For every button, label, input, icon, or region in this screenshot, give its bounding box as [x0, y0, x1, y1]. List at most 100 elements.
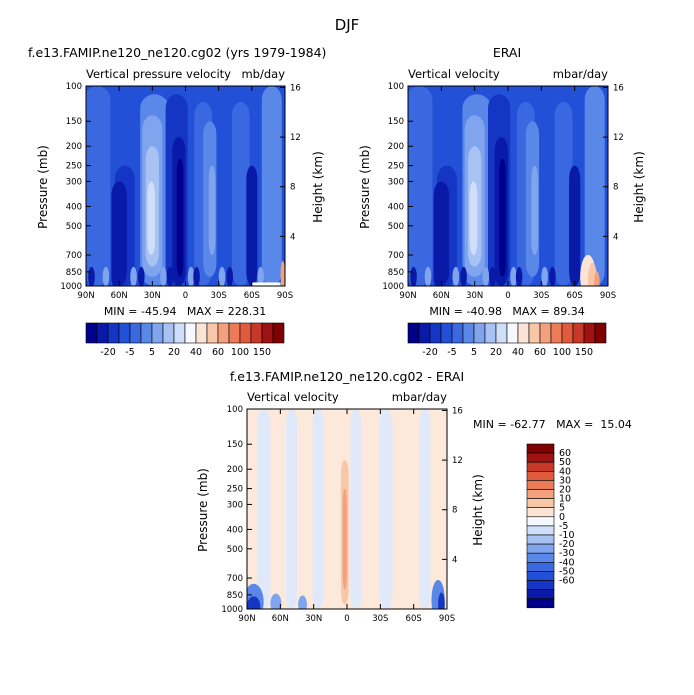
- colorbar-box: [526, 561, 555, 572]
- y-tick-label: 850: [66, 268, 82, 278]
- colorbar-label: 100: [553, 347, 571, 358]
- y-tick-label: 200: [66, 142, 82, 152]
- panel-model-colorbar: -20 -5 5 20 40 60 100 150: [85, 322, 285, 358]
- colorbar-label: 5: [471, 347, 477, 358]
- x-tick-label: 90N: [399, 291, 416, 301]
- field-surface-cell: [166, 266, 174, 286]
- panel-obs-subtitle-left: Vertical velocity: [408, 67, 500, 81]
- x-tick-label: 90S: [439, 614, 455, 624]
- field-surface-cell: [160, 266, 167, 286]
- field-surface-cell: [452, 266, 460, 286]
- field-surface-cell: [541, 266, 548, 286]
- y-tick-label: 250: [227, 485, 243, 495]
- x-tick-label: 60N: [272, 614, 289, 624]
- x-tick-label: 90N: [77, 291, 94, 301]
- colorbar-label: -20: [559, 539, 575, 550]
- panel-model: f.e13.FAMIP.ne120_ne120.cg02 (yrs 1979-1…: [28, 45, 326, 358]
- panel-diff-subtitle-left: Vertical velocity: [247, 390, 339, 404]
- colorbar-box: [129, 322, 142, 344]
- colorbar-box: [162, 322, 175, 344]
- colorbar-label: -60: [559, 576, 575, 587]
- y-right-tick-label: 12: [290, 133, 301, 143]
- x-tick-label: 30N: [305, 614, 322, 624]
- field-surface-cell: [111, 266, 119, 286]
- colorbar-box: [526, 489, 555, 499]
- panel-model-title: f.e13.FAMIP.ne120_ne120.cg02 (yrs 1979-1…: [28, 45, 326, 60]
- colorbar-box: [151, 322, 164, 344]
- colorbar-label: 150: [575, 347, 593, 358]
- field-surface-cell: [187, 266, 195, 286]
- field-band-itcz-core: [176, 158, 184, 277]
- colorbar-label: 10: [559, 494, 571, 505]
- field-surface-cell: [433, 266, 441, 286]
- colorbar-label: 20: [559, 485, 571, 496]
- panel-obs-contour-field: [408, 86, 608, 286]
- colorbar-box: [239, 322, 252, 344]
- panel-diff-stats: MIN = -62.77 MAX = 15.04: [473, 418, 632, 431]
- field-surface-negative: [298, 595, 307, 609]
- colorbar-label: 20: [168, 347, 180, 358]
- panel-diff: f.e13.FAMIP.ne120_ne120.cg02 - ERAI Vert…: [196, 369, 632, 624]
- x-tick-label: 30S: [211, 291, 227, 301]
- x-tick-label: 30S: [533, 291, 549, 301]
- field-band-storm-south: [569, 165, 581, 286]
- colorbar-box: [526, 443, 555, 454]
- panel-model-axes: 90N 60N 30N 0 30S 60S 90S 100 150 200 250 300 400 500…: [60, 82, 300, 301]
- field-band-subsidence-peak: [147, 181, 156, 256]
- colorbar-label: 60: [559, 448, 571, 459]
- colorbar-box: [484, 322, 497, 344]
- colorbar-box: [140, 322, 153, 344]
- field-band-midlat-south: [231, 101, 250, 286]
- colorbar-box: [526, 534, 555, 545]
- field-surface-cell: [482, 266, 490, 286]
- field-surface-cell: [137, 266, 145, 286]
- y-tick-label: 1000: [60, 282, 82, 292]
- panel-model-subtitle-left: Vertical pressure velocity: [86, 67, 231, 81]
- x-tick-label: 30S: [372, 614, 388, 624]
- field-band-negative: [312, 409, 324, 609]
- colorbar-label: -50: [559, 566, 575, 577]
- field-band-itcz-core: [499, 158, 506, 277]
- panel-obs-stats: MIN = -40.98 MAX = 89.34: [429, 305, 584, 318]
- field-surface-cell: [257, 266, 264, 286]
- field-surface-cell: [460, 266, 467, 286]
- field-band-negative: [379, 409, 393, 609]
- panel-diff-subtitle-right: mbar/day: [392, 390, 447, 404]
- y-right-tick-label: 4: [613, 232, 618, 242]
- y-right-tick-label: 8: [613, 183, 618, 193]
- panel-diff-contour-field: [247, 409, 447, 609]
- colorbar-box: [572, 322, 585, 344]
- colorbar-box: [583, 322, 596, 344]
- x-tick-label: 30N: [466, 291, 483, 301]
- y-tick-label: 200: [388, 142, 404, 152]
- y-right-tick-label: 4: [290, 232, 295, 242]
- panel-model-stats: MIN = -45.94 MAX = 228.31: [104, 305, 266, 318]
- colorbar-label: 0: [559, 512, 565, 523]
- y-tick-label: 200: [227, 465, 243, 475]
- x-tick-label: 60N: [111, 291, 128, 301]
- field-surface-cell: [193, 266, 200, 286]
- field-surface-cell: [226, 266, 234, 286]
- y-right-tick-label: 16: [613, 83, 624, 93]
- field-surface-cell: [130, 266, 137, 286]
- colorbar-box: [107, 322, 120, 344]
- panel-obs-ylabel-right: Height (km): [632, 151, 646, 222]
- colorbar-box: [217, 322, 230, 344]
- colorbar-label: 40: [559, 466, 571, 477]
- colorbar-box: [526, 580, 555, 590]
- colorbar-box: [526, 452, 555, 463]
- x-tick-label: 0: [183, 291, 188, 301]
- y-tick-label: 400: [66, 202, 82, 212]
- colorbar-box: [539, 322, 552, 344]
- colorbar-label: -5: [447, 347, 456, 358]
- colorbar-label: -30: [559, 548, 575, 559]
- colorbar-label: -5: [125, 347, 134, 358]
- colorbar-box: [96, 322, 109, 344]
- panel-model-subtitle-right: mb/day: [241, 67, 285, 81]
- y-tick-label: 300: [66, 177, 82, 187]
- colorbar-label: 100: [231, 347, 249, 358]
- x-tick-label: 0: [505, 291, 510, 301]
- field-surface-negative-core: [438, 592, 445, 609]
- panel-diff-axes: 90N 60N 30N 0 30S 60S 90S 100 150 200 250 300 400 500…: [221, 405, 462, 624]
- colorbar-box: [85, 322, 98, 344]
